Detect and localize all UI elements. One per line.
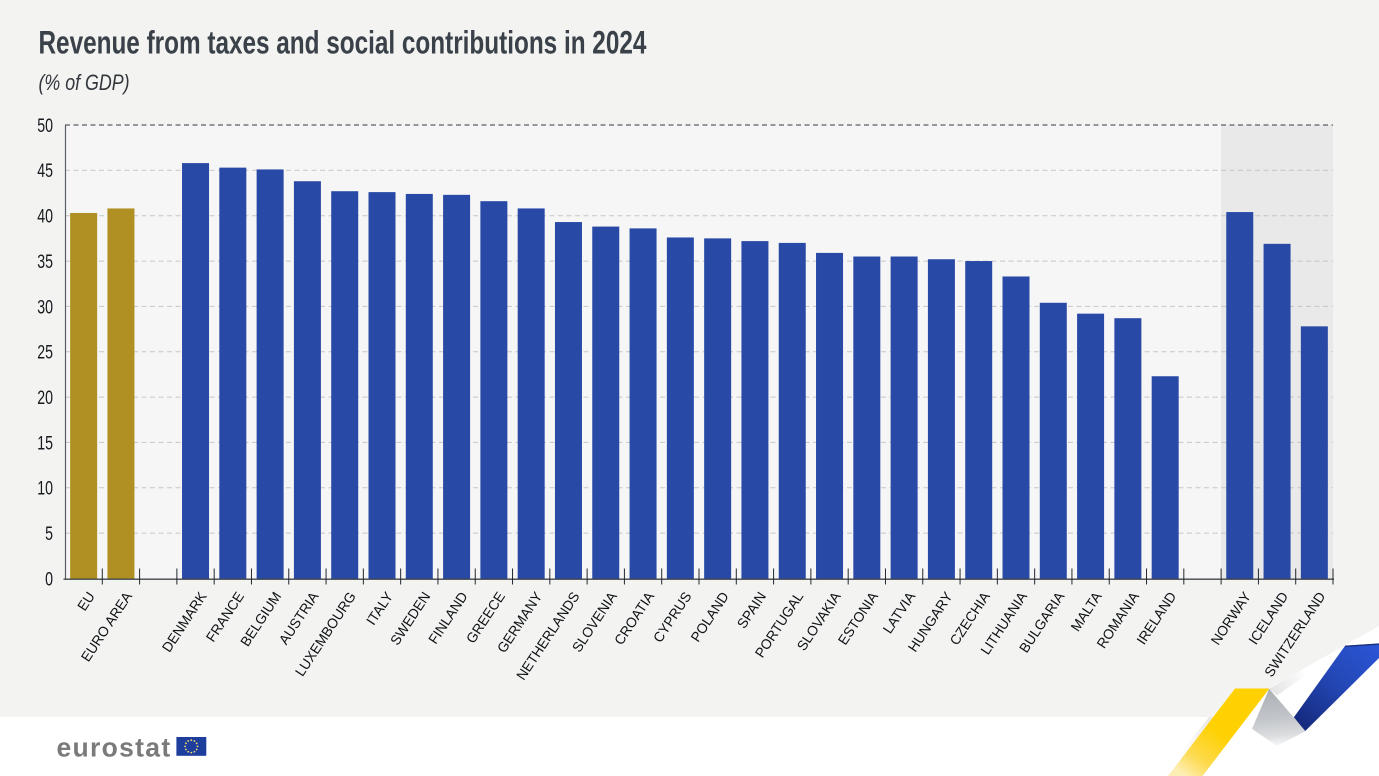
svg-text:40: 40 [37,206,53,228]
svg-text:30: 30 [37,296,53,318]
svg-text:0: 0 [45,568,53,590]
svg-text:50: 50 [37,115,53,137]
svg-text:15: 15 [37,432,53,454]
svg-text:25: 25 [37,342,53,364]
svg-text:(% of GDP): (% of GDP) [39,71,130,95]
svg-text:35: 35 [37,251,53,273]
svg-text:45: 45 [37,160,53,182]
svg-text:5: 5 [45,523,53,545]
svg-text:10: 10 [37,478,53,500]
svg-text:Revenue from taxes and social: Revenue from taxes and social contributi… [39,25,647,61]
svg-text:eurostat: eurostat [57,733,172,763]
svg-text:20: 20 [37,387,53,409]
